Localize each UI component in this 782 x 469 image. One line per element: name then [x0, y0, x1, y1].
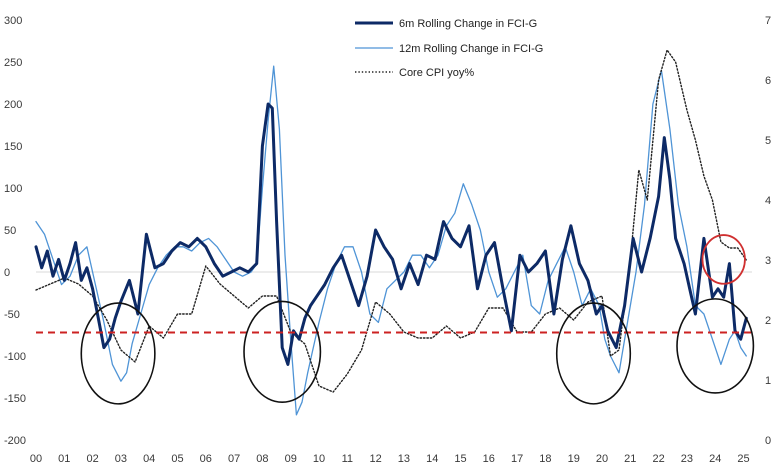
- x-tick-label: 17: [511, 453, 523, 465]
- y-right-tick-label: 5: [765, 135, 771, 147]
- y-right-tick-label: 4: [765, 195, 771, 207]
- y-left-tick-label: 0: [4, 267, 10, 279]
- y-right-tick-label: 0: [765, 435, 771, 447]
- x-tick-label: 19: [568, 453, 580, 465]
- legend-label-6m: 6m Rolling Change in FCI-G: [399, 18, 537, 30]
- series-6m-line: [34, 102, 748, 366]
- x-tick-label: 02: [86, 453, 98, 465]
- x-tick-label: 16: [483, 453, 495, 465]
- y-right-tick-label: 7: [765, 15, 771, 27]
- x-tick-label: 20: [596, 453, 608, 465]
- x-tick-label: 18: [539, 453, 551, 465]
- y-left-tick-label: -100: [4, 351, 26, 363]
- x-tick-label: 03: [115, 453, 127, 465]
- x-tick-label: 24: [709, 453, 721, 465]
- legend-label-cpi: Core CPI yoy%: [399, 67, 474, 79]
- annotation-black-circle: [676, 298, 755, 394]
- x-tick-label: 13: [398, 453, 410, 465]
- y-right-tick-label: 6: [765, 75, 771, 87]
- x-tick-label: 11: [342, 453, 353, 465]
- y-left-tick-label: -200: [4, 435, 26, 447]
- x-tick-label: 15: [454, 453, 466, 465]
- legend-label-12m: 12m Rolling Change in FCI-G: [399, 43, 543, 55]
- y-left-tick-label: 250: [4, 57, 22, 69]
- y-left-tick-label: 300: [4, 15, 22, 27]
- y-left-tick-label: -150: [4, 393, 26, 405]
- x-tick-label: 21: [624, 453, 636, 465]
- legend: 6m Rolling Change in FCI-G 12m Rolling C…: [355, 18, 543, 79]
- x-tick-label: 08: [256, 453, 268, 465]
- annotation-black-circle: [80, 302, 156, 405]
- x-tick-label: 22: [652, 453, 664, 465]
- annotation-black-circle: [555, 302, 632, 405]
- x-tick-label: 09: [285, 453, 297, 465]
- series-cpi-line: [35, 49, 747, 393]
- y-left-tick-label: 200: [4, 99, 22, 111]
- x-tick-label: 01: [58, 453, 70, 465]
- x-tick-label: 12: [369, 453, 381, 465]
- x-tick-label: 05: [171, 453, 183, 465]
- y-left-tick-label: -50: [4, 309, 20, 321]
- y-right-tick-label: 3: [765, 255, 771, 267]
- series-12m-line: [35, 65, 747, 416]
- y-left-tick-label: 100: [4, 183, 22, 195]
- x-tick-label: 06: [200, 453, 212, 465]
- annotation-red-circle: [701, 234, 746, 285]
- x-tick-label: 23: [681, 453, 693, 465]
- y-left-tick-label: 150: [4, 141, 22, 153]
- y-right-tick-label: 1: [765, 375, 771, 387]
- x-tick-label: 07: [228, 453, 240, 465]
- y-left-tick-label: 50: [4, 225, 16, 237]
- x-tick-label: 10: [313, 453, 325, 465]
- annotation-black-circle: [243, 300, 322, 403]
- x-tick-label: 25: [737, 453, 749, 465]
- x-tick-label: 00: [30, 453, 42, 465]
- y-right-tick-label: 2: [765, 315, 771, 327]
- x-tick-label: 14: [426, 453, 438, 465]
- x-tick-label: 04: [143, 453, 155, 465]
